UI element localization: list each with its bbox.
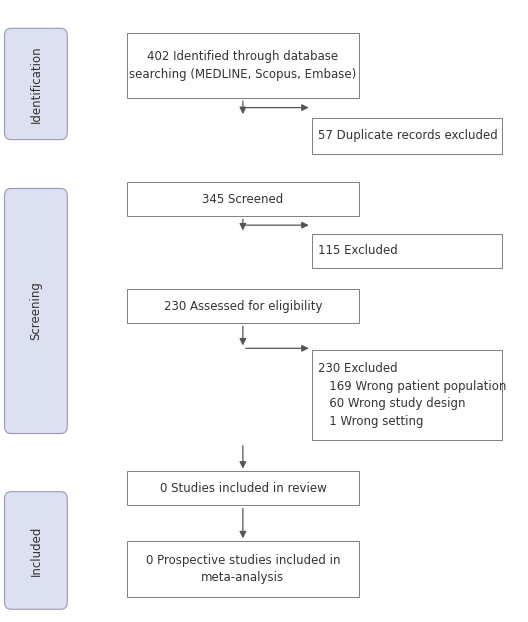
Text: 0 Studies included in review: 0 Studies included in review: [159, 482, 326, 494]
Text: 402 Identified through database
searching (MEDLINE, Scopus, Embase): 402 Identified through database searchin…: [129, 50, 356, 81]
FancyBboxPatch shape: [312, 233, 502, 267]
FancyBboxPatch shape: [127, 471, 359, 505]
FancyBboxPatch shape: [127, 182, 359, 216]
FancyBboxPatch shape: [127, 541, 359, 597]
FancyBboxPatch shape: [5, 29, 68, 140]
Text: Identification: Identification: [30, 45, 42, 123]
Text: Included: Included: [30, 526, 42, 575]
Text: Screening: Screening: [30, 282, 42, 340]
Text: 57 Duplicate records excluded: 57 Duplicate records excluded: [318, 129, 497, 142]
FancyBboxPatch shape: [5, 491, 68, 610]
Text: 230 Excluded
   169 Wrong patient population
   60 Wrong study design
   1 Wrong: 230 Excluded 169 Wrong patient populatio…: [318, 362, 506, 428]
FancyBboxPatch shape: [312, 118, 502, 154]
Text: 345 Screened: 345 Screened: [202, 193, 284, 205]
FancyBboxPatch shape: [312, 350, 502, 440]
FancyBboxPatch shape: [127, 289, 359, 323]
Text: 115 Excluded: 115 Excluded: [318, 244, 398, 257]
FancyBboxPatch shape: [127, 32, 359, 98]
FancyBboxPatch shape: [5, 188, 68, 434]
Text: 230 Assessed for eligibility: 230 Assessed for eligibility: [164, 300, 322, 312]
Text: 0 Prospective studies included in
meta-analysis: 0 Prospective studies included in meta-a…: [146, 554, 340, 585]
